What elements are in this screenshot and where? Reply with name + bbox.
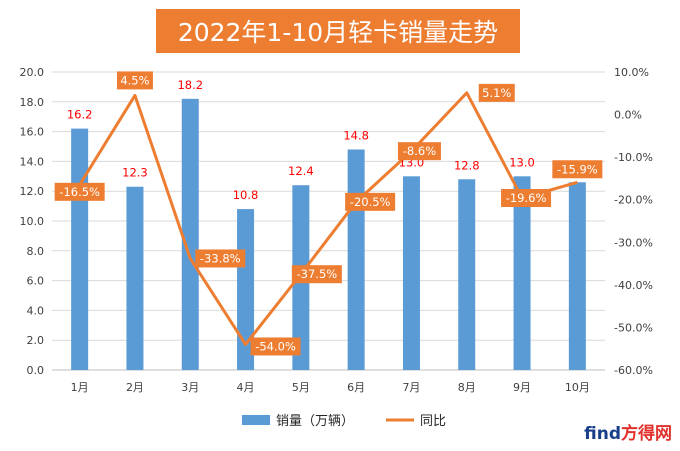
bar-data-label: 12.8 bbox=[454, 158, 480, 172]
chart-title: 2022年1-10月轻卡销量走势 bbox=[177, 18, 499, 47]
bar bbox=[458, 179, 476, 370]
bar-data-label: 18.2 bbox=[177, 78, 203, 92]
line-data-label-box bbox=[195, 249, 246, 268]
bar-data-label: 12.3 bbox=[122, 166, 148, 180]
y-left-tick-label: 18.0 bbox=[20, 96, 45, 109]
bar-data-label: 12.4 bbox=[288, 164, 314, 178]
x-tick-label: 9月 bbox=[513, 381, 531, 394]
line-data-label: -16.5% bbox=[59, 185, 100, 199]
legend-label-bar: 销量（万辆） bbox=[276, 414, 354, 429]
y-left-tick-label: 20.0 bbox=[20, 66, 45, 79]
bar-data-label: 10.8 bbox=[233, 188, 259, 202]
series-line-yoy bbox=[78, 91, 578, 346]
watermark-part1: find bbox=[584, 424, 621, 444]
line-data-label-box bbox=[552, 160, 603, 179]
x-tick-label: 3月 bbox=[181, 381, 199, 394]
x-tick-label: 10月 bbox=[565, 381, 590, 394]
x-tick-label: 2月 bbox=[126, 381, 144, 394]
x-tick-label: 8月 bbox=[458, 381, 476, 394]
bar bbox=[71, 128, 89, 370]
line-data-label-box bbox=[291, 265, 342, 284]
legend-label-line: 同比 bbox=[420, 414, 446, 429]
line-data-label: -20.5% bbox=[350, 195, 391, 209]
y-right-tick-label: -60.0% bbox=[614, 364, 653, 377]
watermark-logo: find方得网 bbox=[584, 419, 672, 444]
chart-title-banner: 2022年1-10月轻卡销量走势 bbox=[156, 9, 520, 53]
x-tick-label: 5月 bbox=[292, 381, 310, 394]
line-data-label: 5.1% bbox=[482, 86, 511, 100]
legend-swatch-bar bbox=[242, 415, 270, 425]
y-right-tick-label: -20.0% bbox=[614, 194, 653, 207]
bar bbox=[513, 176, 531, 370]
bar bbox=[126, 186, 144, 370]
y-left-tick-label: 12.0 bbox=[20, 185, 45, 198]
line-data-label-box bbox=[345, 192, 396, 211]
line-data-label: -8.6% bbox=[403, 144, 436, 158]
bar bbox=[402, 176, 420, 370]
y-right-tick-label: 10.0% bbox=[614, 66, 649, 79]
line-data-label: 4.5% bbox=[120, 73, 149, 87]
x-tick-label: 7月 bbox=[402, 381, 420, 394]
y-left-tick-label: 10.0 bbox=[20, 215, 45, 228]
bar-data-label: 13.0 bbox=[509, 155, 535, 169]
y-right-tick-label: -40.0% bbox=[614, 279, 653, 292]
bar bbox=[181, 98, 199, 370]
y-left-tick-label: 0.0 bbox=[27, 364, 45, 377]
y-right-tick-label: -50.0% bbox=[614, 321, 653, 334]
line-data-label-box bbox=[397, 142, 441, 161]
y-left-tick-label: 2.0 bbox=[27, 334, 45, 347]
line-data-label-box bbox=[250, 337, 301, 356]
line-data-label-box bbox=[54, 182, 105, 201]
y-left-tick-label: 8.0 bbox=[27, 245, 45, 258]
line-data-label: -15.9% bbox=[557, 162, 598, 176]
line-data-label: -33.8% bbox=[200, 251, 241, 265]
y-right-tick-label: -10.0% bbox=[614, 151, 653, 164]
line-data-label: -37.5% bbox=[297, 267, 338, 281]
line-data-label-box bbox=[116, 71, 153, 90]
line-data-label-box bbox=[478, 83, 515, 102]
x-tick-label: 6月 bbox=[347, 381, 365, 394]
line-data-label: -19.6% bbox=[506, 191, 547, 205]
y-left-tick-label: 4.0 bbox=[27, 304, 45, 317]
bar-data-label: 14.8 bbox=[343, 128, 369, 142]
y-left-tick-label: 6.0 bbox=[27, 275, 45, 288]
y-right-tick-label: 0.0% bbox=[614, 109, 642, 122]
watermark-part2: 方得网 bbox=[621, 424, 672, 444]
line-data-label: -54.0% bbox=[255, 339, 296, 353]
bar bbox=[347, 149, 365, 370]
line-data-label-box bbox=[501, 189, 552, 208]
bar bbox=[237, 209, 255, 370]
x-tick-label: 1月 bbox=[71, 381, 89, 394]
x-tick-label: 4月 bbox=[237, 381, 255, 394]
y-left-tick-label: 16.0 bbox=[20, 126, 45, 139]
y-left-tick-label: 14.0 bbox=[20, 155, 45, 168]
bar bbox=[568, 182, 586, 370]
y-right-tick-label: -30.0% bbox=[614, 236, 653, 249]
bar-data-label: 16.2 bbox=[67, 108, 93, 122]
